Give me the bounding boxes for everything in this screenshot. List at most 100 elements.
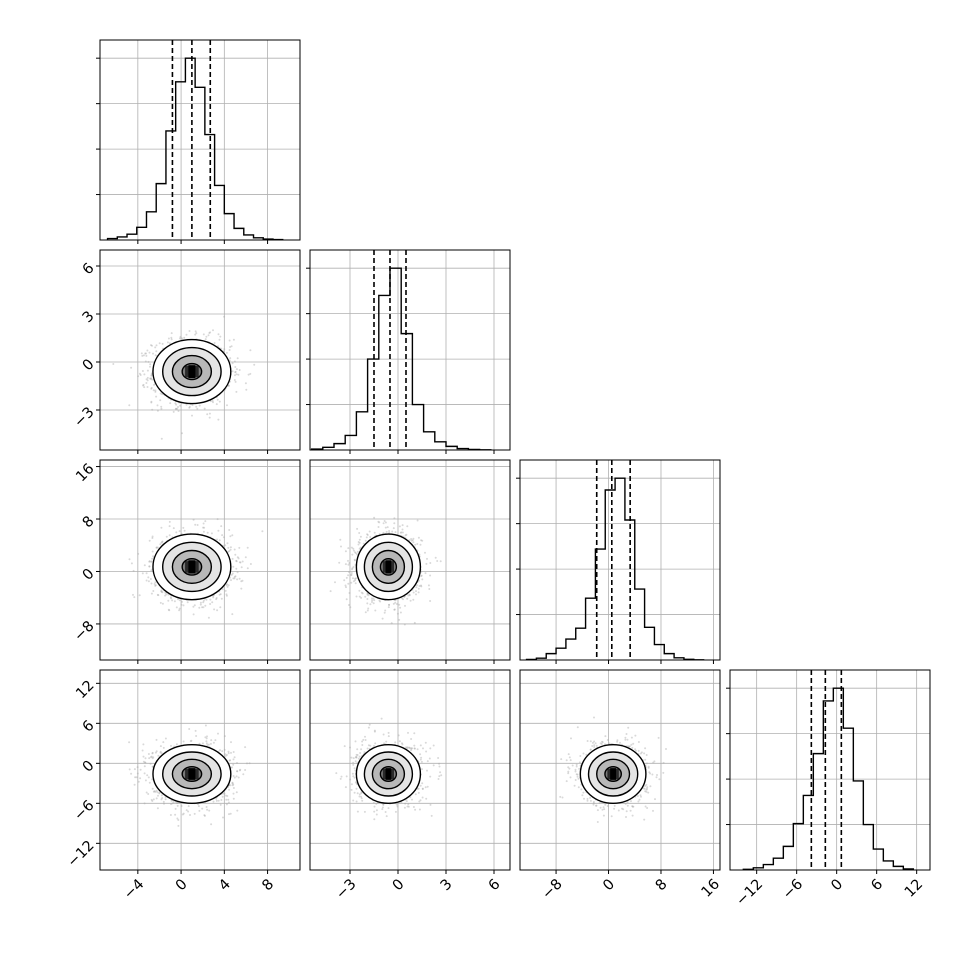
scatter-point (161, 342, 164, 345)
scatter-point (210, 739, 213, 742)
scatter-point (168, 342, 171, 345)
scatter-point (253, 363, 256, 366)
scatter-point (364, 539, 367, 542)
scatter-point (229, 548, 232, 551)
scatter-point (161, 602, 164, 605)
scatter-point (149, 578, 152, 580)
scatter-point (360, 596, 363, 599)
scatter-point (196, 524, 199, 526)
scatter-point (174, 807, 177, 810)
scatter-content (329, 516, 442, 626)
scatter-point (161, 591, 164, 594)
scatter-point (168, 520, 171, 523)
scatter-point (172, 527, 175, 530)
scatter-point (382, 522, 385, 525)
scatter-point (354, 552, 357, 555)
scatter-point (436, 560, 439, 562)
scatter-point (350, 574, 353, 577)
scatter-point (172, 410, 175, 413)
scatter-point (217, 418, 220, 421)
scatter-point (344, 584, 347, 587)
scatter-point (353, 558, 356, 561)
scatter-point (157, 594, 160, 597)
scatter-point (235, 373, 238, 376)
scatter-point (167, 608, 170, 611)
scatter-point (206, 531, 209, 534)
scatter-point (204, 724, 207, 727)
scatter-point (249, 349, 252, 352)
scatter-point (132, 569, 135, 572)
scatter-point (372, 602, 375, 605)
scatter-point (180, 337, 183, 340)
scatter-point (412, 591, 415, 594)
scatter-point (168, 534, 171, 537)
scatter-point (188, 728, 191, 730)
scatter-point (207, 334, 210, 337)
scatter-point (393, 522, 396, 525)
scatter-point (334, 581, 336, 584)
scatter-point (155, 395, 158, 398)
scatter-point (218, 400, 221, 403)
scatter-point (394, 601, 397, 604)
scatter-point (235, 368, 238, 371)
scatter-point (350, 546, 353, 549)
scatter-point (150, 582, 153, 585)
scatter-point (175, 403, 178, 406)
scatter-point (212, 401, 214, 404)
scatter-point (421, 578, 424, 581)
scatter-point (165, 593, 168, 596)
scatter-point (220, 597, 223, 600)
scatter-point (228, 788, 231, 791)
scatter-point (388, 530, 391, 532)
scatter-point (151, 800, 154, 802)
scatter-point (173, 600, 176, 603)
scatter-point (373, 516, 376, 519)
scatter-point (150, 387, 153, 390)
scatter-point (156, 807, 159, 810)
scatter-point (178, 599, 181, 602)
scatter-point (155, 350, 158, 353)
scatter-point (354, 559, 356, 562)
scatter-point (399, 531, 402, 534)
scatter-point (223, 792, 226, 795)
scatter-point (228, 529, 231, 531)
scatter-point (224, 589, 227, 592)
scatter-point (195, 735, 198, 737)
scatter-point (396, 612, 399, 615)
scatter-point (407, 594, 410, 597)
density-peak (188, 560, 196, 574)
scatter-point (231, 784, 234, 787)
scatter-point (154, 354, 157, 357)
scatter-point (383, 611, 386, 614)
scatter-point (183, 336, 186, 339)
scatter-point (145, 572, 148, 575)
scatter-point (408, 594, 411, 597)
scatter-point (177, 406, 179, 408)
scatter-point (141, 354, 144, 357)
scatter-point (159, 745, 162, 748)
scatter-point (150, 560, 153, 563)
scatter-point (358, 547, 361, 550)
histogram-panel-2 (516, 459, 721, 664)
scatter-point (223, 315, 226, 318)
scatter-point (417, 536, 420, 539)
scatter-point (228, 550, 231, 552)
scatter-point (170, 336, 173, 339)
scatter-point (156, 593, 159, 596)
scatter-point (387, 606, 390, 609)
scatter-point (176, 804, 179, 807)
scatter-point (356, 550, 359, 553)
scatter-point (348, 562, 351, 564)
scatter-point (194, 333, 197, 336)
scatter-point (170, 803, 173, 806)
scatter-content (128, 724, 251, 827)
scatter-point (185, 333, 188, 336)
scatter-point (152, 790, 155, 793)
scatter-point (238, 561, 241, 564)
scatter-point (144, 352, 147, 355)
scatter-point (230, 345, 233, 348)
scatter-point (194, 330, 197, 333)
scatter-point (175, 531, 178, 534)
scatter-point (369, 536, 372, 538)
scatter-point (394, 531, 397, 534)
